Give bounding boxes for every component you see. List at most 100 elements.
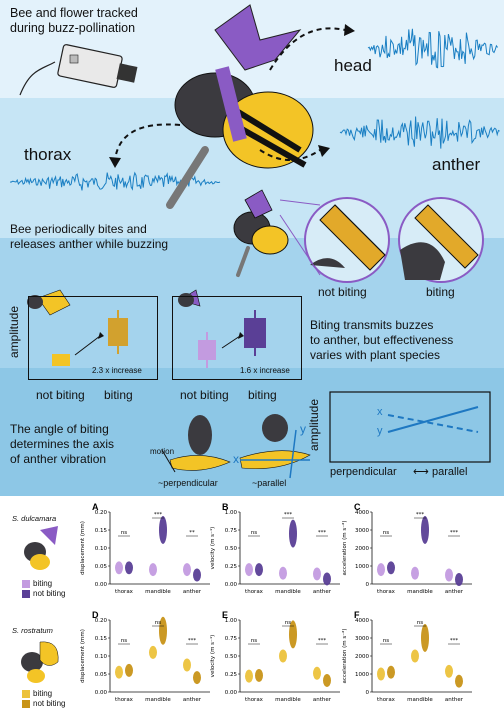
panel-D-xtick-mandible: mandible (145, 697, 171, 703)
axis-letter-y: y (300, 422, 306, 436)
sig-A-thorax: ns (121, 530, 127, 536)
panel-C-ytick-label: 1000 (355, 564, 369, 570)
panel-F-ytick-label: 1000 (355, 672, 369, 678)
panel-C-letter: C (354, 502, 361, 512)
box2-not-biting-label: not biting (180, 388, 229, 402)
panel-D-ylabel: displacement (mm) (80, 629, 86, 683)
panel-D-ytick-label: 0.20 (95, 618, 108, 624)
box2-bars (178, 289, 266, 368)
panel-B-ytick-label: 0.25 (225, 564, 238, 570)
violin-B-thorax-not-biting (255, 563, 263, 577)
panel-A-xtick-mandible: mandible (145, 589, 171, 595)
panel-B-ytick-label: 0.00 (225, 582, 238, 588)
panel-D-letter: D (92, 610, 99, 620)
violin-E-thorax-biting (245, 669, 253, 683)
panel-E-ytick-label: 0.50 (225, 654, 238, 660)
violin-B-mandible-not-biting (289, 519, 297, 548)
sig-D-anther: *** (188, 638, 197, 644)
violin-D-mandible-biting (149, 645, 157, 659)
zoom-label-not-biting: not biting (318, 285, 367, 299)
angle-plot-arrow: ⟷ (413, 466, 429, 478)
violin-F-anther-biting (445, 664, 453, 678)
violin-E-anther-biting (313, 666, 321, 680)
panel-D-xtick-thorax: thorax (115, 697, 134, 703)
violin-F-anther-not-biting (455, 674, 463, 688)
box1-not-biting-label: not biting (36, 388, 85, 402)
sig-E-thorax: ns (251, 638, 257, 644)
panel-B-xtick-anther: anther (313, 589, 332, 595)
panel-F-xtick-mandible: mandible (407, 697, 433, 703)
legend-swatch-biting-top (22, 580, 30, 588)
violin-E-thorax-not-biting (255, 668, 263, 682)
increase-label-2: 1.6 x increase (240, 366, 290, 375)
angle-plot-xlabel-right: parallel (432, 466, 468, 478)
angle-plot-line-y: y (377, 425, 383, 437)
violin-C-anther-not-biting (455, 573, 463, 586)
box1-biting-label: biting (104, 388, 133, 402)
legend-swatch-notbiting-bottom (22, 700, 30, 708)
violin-A-anther-not-biting (193, 568, 201, 582)
panel-D-ytick-label: 0.10 (95, 654, 108, 660)
panel-F-ylabel: acceleration (m s⁻²) (341, 629, 348, 684)
sig-F-thorax: ns (383, 638, 389, 644)
panel-E-xtick-thorax: thorax (245, 697, 264, 703)
increase-label-1: 2.3 x increase (92, 366, 142, 375)
arrow-to-anther (259, 149, 321, 161)
perp-label: ~perpendicular (158, 478, 218, 488)
sig-B-thorax: ns (251, 530, 257, 536)
parallel-bite-illustration (239, 414, 311, 479)
legend-notbiting-top: not biting (33, 589, 66, 598)
title-text: Bee and flower tracked during buzz-polli… (10, 6, 138, 35)
panel-F-ytick-label: 2000 (355, 654, 369, 660)
waveform-head (367, 28, 498, 69)
panel-B-ytick-label: 0.75 (225, 528, 238, 534)
panel-C-ylabel: acceleration (m s⁻²) (341, 521, 348, 576)
par-label: ~parallel (252, 478, 287, 488)
panel-E-ytick-label: 1.00 (225, 618, 238, 624)
panel-E-ytick-label: 0.75 (225, 636, 238, 642)
panel-F-xtick-anther: anther (445, 697, 464, 703)
amplitude-box-1 (28, 296, 158, 380)
sig-C-mandible: *** (416, 512, 425, 518)
panel-B-ytick-label: 1.00 (225, 510, 238, 516)
panel-C-ytick-label: 0 (366, 582, 370, 588)
violin-C-thorax-biting (377, 563, 385, 577)
panel-B-xtick-thorax: thorax (245, 589, 264, 595)
species-top: S. dulcamara (12, 514, 57, 523)
zoom-biting (398, 197, 484, 283)
violin-A-mandible-not-biting (159, 516, 167, 544)
sig-D-thorax: ns (121, 638, 127, 644)
legend-biting-bottom: biting (33, 689, 53, 698)
violin-C-anther-biting (445, 568, 453, 582)
violin-F-thorax-not-biting (387, 665, 395, 679)
angle-text: The angle of biting determines the axis … (10, 422, 115, 466)
violin-F-mandible-biting (411, 649, 419, 663)
violin-A-thorax-biting (115, 561, 123, 575)
panel-B-xtick-mandible: mandible (275, 589, 301, 595)
species-bottom: S. rostratum (12, 626, 53, 635)
motion-label: motion (150, 447, 175, 456)
label-head: head (334, 56, 372, 75)
sig-B-mandible: *** (284, 512, 293, 518)
panel-D-ytick-label: 0.15 (95, 636, 108, 642)
panel-A-ytick-label: 0.15 (95, 528, 108, 534)
panel-A-ytick-label: 0.00 (95, 582, 108, 588)
amplitude-box-2 (172, 296, 302, 380)
violin-A-thorax-not-biting (125, 561, 133, 575)
panel-F-ytick-label: 0 (366, 690, 370, 696)
illustration-layer (9, 4, 500, 479)
legend-swatch-notbiting-top (22, 590, 30, 598)
panel-C-xtick-mandible: mandible (407, 589, 433, 595)
panel-C-ytick-label: 2000 (355, 546, 369, 552)
violin-B-anther-biting (313, 567, 321, 581)
sig-C-thorax: ns (383, 530, 389, 536)
panel-C-xtick-anther: anther (445, 589, 464, 595)
sig-F-mandible: ns (417, 620, 423, 626)
sig-B-anther: *** (318, 530, 327, 536)
violin-A-mandible-biting (149, 563, 157, 577)
panel-E-ylabel: velocity (m s⁻¹) (209, 635, 216, 678)
band-fourth (0, 368, 504, 496)
sig-E-mandible: ns (285, 620, 291, 626)
angle-plot-line-x: x (377, 406, 383, 418)
